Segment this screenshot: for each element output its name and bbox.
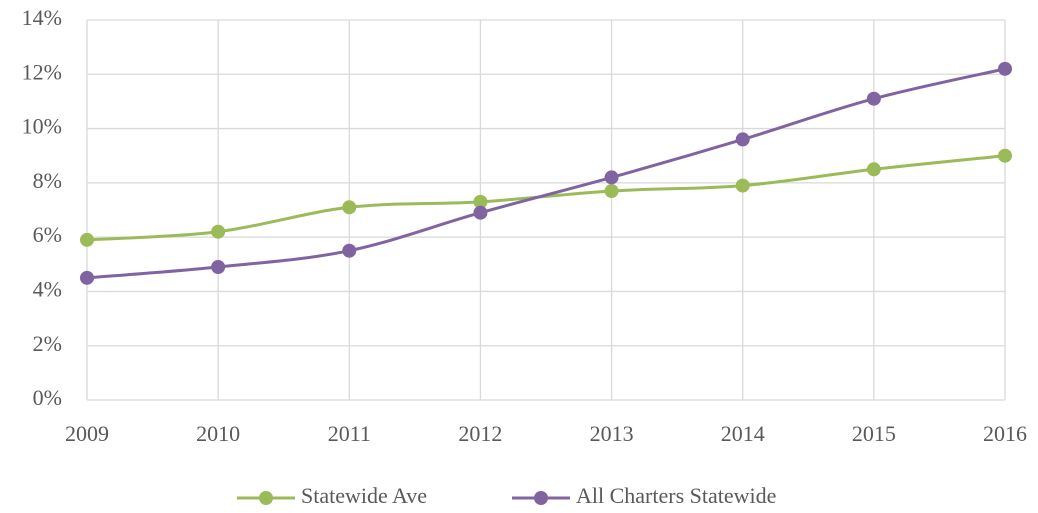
data-point bbox=[342, 200, 357, 215]
data-point bbox=[80, 270, 94, 285]
legend-marker bbox=[259, 491, 273, 505]
legend-label: All Charters Statewide bbox=[576, 483, 776, 508]
data-point bbox=[80, 232, 94, 247]
x-tick-label: 2011 bbox=[328, 421, 371, 446]
x-tick-label: 2016 bbox=[983, 421, 1027, 446]
data-point bbox=[998, 148, 1012, 163]
data-point bbox=[211, 260, 226, 274]
x-tick-label: 2009 bbox=[65, 421, 109, 446]
data-point bbox=[866, 91, 881, 106]
data-point bbox=[735, 178, 750, 193]
x-tick-label: 2012 bbox=[458, 421, 502, 446]
y-tick-label: 10% bbox=[22, 114, 62, 139]
data-point bbox=[473, 205, 488, 220]
data-point bbox=[735, 132, 750, 147]
y-tick-label: 0% bbox=[33, 385, 62, 410]
data-point bbox=[211, 224, 226, 239]
data-point bbox=[866, 162, 881, 177]
y-tick-label: 6% bbox=[33, 222, 62, 247]
legend-marker bbox=[534, 491, 548, 505]
data-point bbox=[998, 61, 1012, 76]
data-point bbox=[604, 170, 619, 185]
data-point bbox=[473, 194, 488, 209]
series-line bbox=[86, 67, 1006, 280]
y-tick-label: 14% bbox=[22, 5, 62, 30]
legend-label: Statewide Ave bbox=[301, 483, 427, 508]
y-tick-label: 12% bbox=[22, 59, 62, 84]
data-point bbox=[604, 184, 619, 198]
x-tick-label: 2013 bbox=[590, 421, 634, 446]
y-tick-label: 8% bbox=[33, 168, 62, 193]
x-tick-label: 2015 bbox=[852, 421, 896, 446]
y-tick-label: 2% bbox=[33, 331, 62, 356]
x-tick-label: 2010 bbox=[196, 421, 240, 446]
data-point bbox=[342, 243, 357, 258]
y-tick-label: 4% bbox=[33, 276, 62, 301]
x-tick-label: 2014 bbox=[721, 421, 765, 446]
